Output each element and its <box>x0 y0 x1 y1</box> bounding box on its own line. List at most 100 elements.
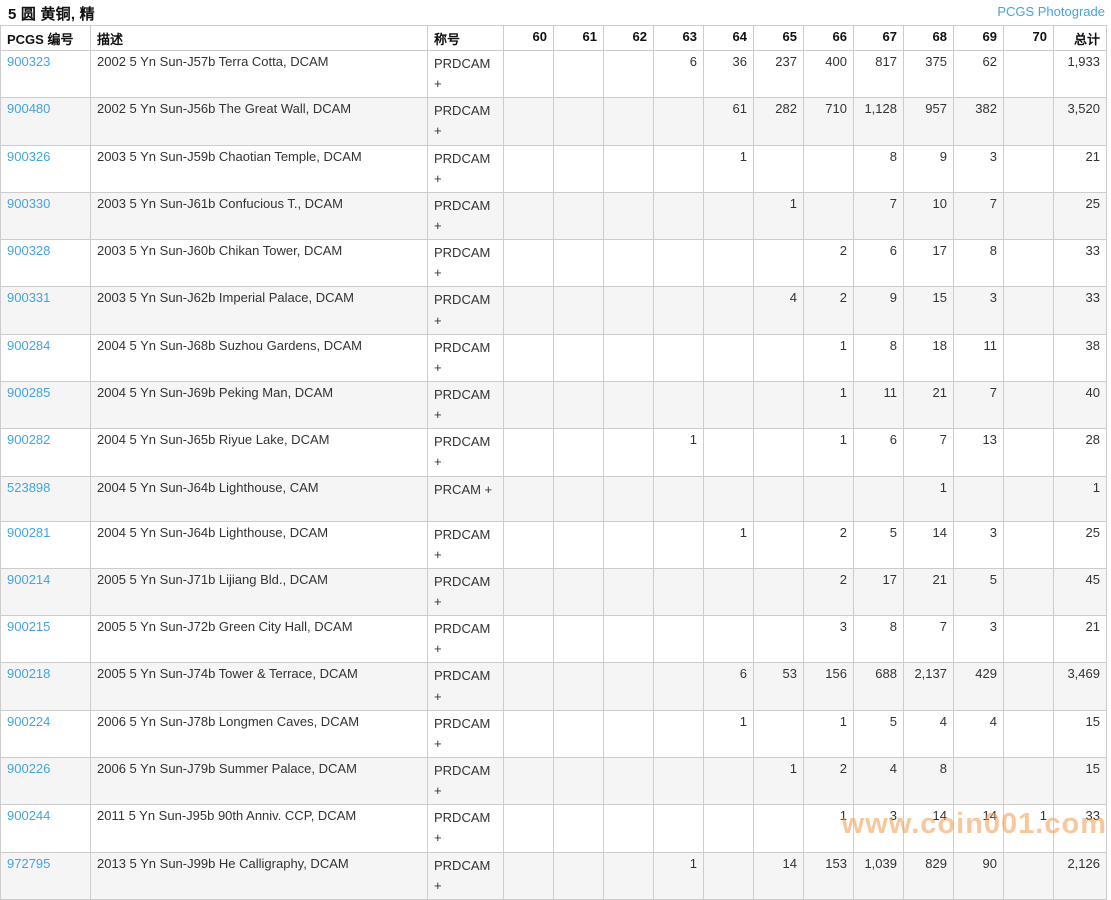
pcgs-number-cell: 900226 <box>0 756 91 806</box>
designation: PRDCAM + <box>427 144 504 193</box>
grade-61-count <box>553 428 604 477</box>
pcgs-number-link[interactable]: 900281 <box>7 524 51 540</box>
grade-70-count <box>1003 49 1054 99</box>
grade-62-count <box>603 428 654 477</box>
pcgs-number-link[interactable]: 900323 <box>7 54 51 69</box>
total-count: 2,126 <box>1053 851 1107 900</box>
grade-68-count: 15 <box>903 286 954 335</box>
pcgs-number-link[interactable]: 900224 <box>7 713 51 729</box>
grade-69-count: 3 <box>953 286 1004 335</box>
grade-68-count: 829 <box>903 851 954 900</box>
grade-70-count <box>1003 286 1054 335</box>
grade-69-count: 8 <box>953 239 1004 288</box>
grade-67-count: 817 <box>853 49 904 99</box>
pcgs-photograde-link[interactable]: PCGS Photograde <box>997 4 1105 19</box>
grade-68-count: 2,137 <box>903 662 954 711</box>
grade-66-count <box>803 475 854 522</box>
coin-description: 2006 5 Yn Sun-J78b Longmen Caves, DCAM <box>90 709 428 758</box>
table-row: 900215 2005 5 Yn Sun-J72b Green City Hall… <box>0 615 1107 664</box>
grade-65-count: 282 <box>753 97 804 146</box>
grade-62-count <box>603 709 654 758</box>
pcgs-number-link[interactable]: 523898 <box>7 479 51 495</box>
grade-69-count: 62 <box>953 49 1004 99</box>
grade-63-count: 1 <box>653 851 704 900</box>
coin-description: 2005 5 Yn Sun-J72b Green City Hall, DCAM <box>90 615 428 664</box>
grade-61-count <box>553 475 604 522</box>
grade-64-count <box>703 615 754 664</box>
designation: PRDCAM + <box>427 239 504 288</box>
grade-62-count <box>603 615 654 664</box>
grade-63-count <box>653 709 704 758</box>
grade-62-count <box>603 520 654 569</box>
grade-70-count <box>1003 851 1054 900</box>
pcgs-number-link[interactable]: 900244 <box>7 808 51 824</box>
grade-66-count: 2 <box>803 756 854 806</box>
grade-64-count: 1 <box>703 709 754 758</box>
pcgs-number-link[interactable]: 900226 <box>7 760 51 776</box>
total-count: 33 <box>1053 804 1107 853</box>
pcgs-number-cell: 900285 <box>0 380 91 430</box>
table-row: 900330 2003 5 Yn Sun-J61b Confucious T., … <box>0 191 1107 241</box>
pcgs-number-link[interactable]: 900282 <box>7 432 51 448</box>
total-count: 1 <box>1053 475 1107 522</box>
grade-70-count <box>1003 756 1054 806</box>
grade-63-count <box>653 615 704 664</box>
grade-62-count <box>603 756 654 806</box>
pcgs-number-link[interactable]: 900218 <box>7 666 51 682</box>
coin-description: 2002 5 Yn Sun-J57b Terra Cotta, DCAM <box>90 49 428 99</box>
pcgs-number-link[interactable]: 900214 <box>7 571 51 587</box>
grade-64-count: 6 <box>703 662 754 711</box>
grade-64-count: 61 <box>703 97 754 146</box>
pcgs-number-link[interactable]: 900330 <box>7 195 51 211</box>
grade-65-count <box>753 333 804 382</box>
coin-description: 2011 5 Yn Sun-J95b 90th Anniv. CCP, DCAM <box>90 804 428 853</box>
grade-65-count <box>753 239 804 288</box>
table-header-row: PCGS 编号 描述 称号 60 61 62 63 64 65 66 67 68 69 70 总计 <box>0 25 1107 51</box>
pcgs-number-link[interactable]: 900328 <box>7 243 51 259</box>
grade-62-count <box>603 475 654 522</box>
grade-64-count <box>703 333 754 382</box>
grade-65-count <box>753 475 804 522</box>
pcgs-number-link[interactable]: 972795 <box>7 855 51 871</box>
grade-60-count <box>503 49 554 99</box>
grade-68-count: 9 <box>903 144 954 193</box>
grade-68-count: 21 <box>903 380 954 430</box>
col-header-grade-65: 65 <box>753 25 804 51</box>
grade-65-count <box>753 520 804 569</box>
grade-70-count <box>1003 567 1054 617</box>
pcgs-number-link[interactable]: 900215 <box>7 619 51 635</box>
grade-68-count: 1 <box>903 475 954 522</box>
grade-60-count <box>503 380 554 430</box>
table-row: 900282 2004 5 Yn Sun-J65b Riyue Lake, DCA… <box>0 428 1107 477</box>
table-row: 900480 2002 5 Yn Sun-J56b The Great Wall,… <box>0 97 1107 146</box>
designation: PRDCAM + <box>427 333 504 382</box>
pcgs-number-cell: 900281 <box>0 520 91 569</box>
grade-62-count <box>603 49 654 99</box>
grade-61-count <box>553 520 604 569</box>
coin-description: 2003 5 Yn Sun-J60b Chikan Tower, DCAM <box>90 239 428 288</box>
coin-description: 2004 5 Yn Sun-J64b Lighthouse, DCAM <box>90 520 428 569</box>
coin-description: 2013 5 Yn Sun-J99b He Calligraphy, DCAM <box>90 851 428 900</box>
grade-70-count <box>1003 428 1054 477</box>
pcgs-number-link[interactable]: 900331 <box>7 290 51 306</box>
pcgs-number-link[interactable]: 900285 <box>7 384 51 400</box>
grade-60-count <box>503 333 554 382</box>
coin-description: 2005 5 Yn Sun-J74b Tower & Terrace, DCAM <box>90 662 428 711</box>
pcgs-number-link[interactable]: 900326 <box>7 148 51 164</box>
grade-60-count <box>503 144 554 193</box>
grade-70-count <box>1003 615 1054 664</box>
grade-64-count <box>703 804 754 853</box>
grade-62-count <box>603 333 654 382</box>
population-table: PCGS 编号 描述 称号 60 61 62 63 64 65 66 67 68 69 70 总计 9… <box>0 25 1107 900</box>
grade-66-count: 710 <box>803 97 854 146</box>
pcgs-number-link[interactable]: 900480 <box>7 101 51 117</box>
grade-63-count <box>653 520 704 569</box>
grade-63-count <box>653 144 704 193</box>
grade-64-count <box>703 567 754 617</box>
grade-66-count: 2 <box>803 567 854 617</box>
grade-61-count <box>553 286 604 335</box>
grade-64-count <box>703 191 754 241</box>
grade-67-count: 6 <box>853 428 904 477</box>
pcgs-number-link[interactable]: 900284 <box>7 337 51 353</box>
grade-69-count: 4 <box>953 709 1004 758</box>
